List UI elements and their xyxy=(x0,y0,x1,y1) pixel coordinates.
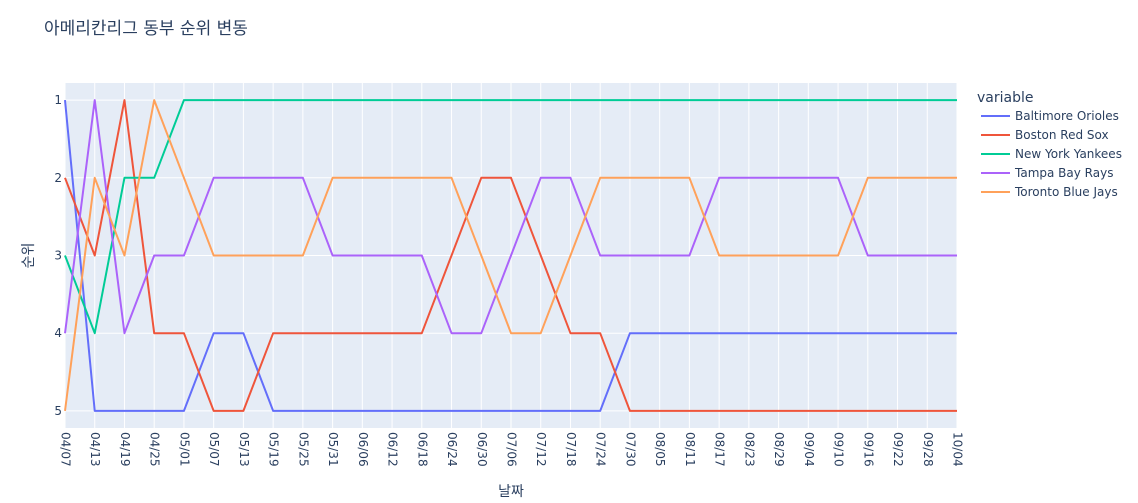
x-tick-label: 08/17 xyxy=(713,432,727,467)
x-tick-label: 09/28 xyxy=(921,432,935,467)
legend[interactable]: variable Baltimore Orioles Boston Red Sox N… xyxy=(977,90,1122,199)
x-tick-label: 07/12 xyxy=(534,432,548,467)
x-tick-label: 09/04 xyxy=(802,432,816,467)
series-line-tampa-bay-rays[interactable] xyxy=(64,99,957,335)
x-tick-label: 04/19 xyxy=(118,432,132,467)
series-line-new-york-yankees[interactable] xyxy=(64,99,957,335)
x-tick-label: 06/24 xyxy=(445,432,459,467)
y-tick-label: 1 xyxy=(54,93,62,107)
x-tick-label: 06/12 xyxy=(386,432,400,467)
y-tick-label: 5 xyxy=(54,404,62,418)
x-axis-label: 날짜 xyxy=(498,484,524,500)
x-tick-label: 05/19 xyxy=(267,432,281,467)
x-tick-label: 05/25 xyxy=(296,432,310,467)
x-tick-label: 05/01 xyxy=(177,432,191,467)
y-tick-label: 4 xyxy=(54,326,62,340)
x-axis-ticks: 04/07 04/13 04/19 04/25 05/01 05/07 05/13 05/19… xyxy=(59,432,965,467)
x-tick-label: 07/18 xyxy=(564,432,578,467)
y-axis-ticks: 1 2 3 4 5 xyxy=(54,93,62,418)
x-tick-label: 08/23 xyxy=(742,432,756,467)
legend-label: Toronto Blue Jays xyxy=(1014,185,1118,199)
legend-label: Baltimore Orioles xyxy=(1015,109,1119,123)
legend-item[interactable]: Baltimore Orioles xyxy=(981,109,1119,123)
x-tick-label: 09/10 xyxy=(832,432,846,467)
legend-item[interactable]: Boston Red Sox xyxy=(981,128,1109,142)
x-tick-label: 07/06 xyxy=(505,432,519,467)
x-tick-label: 05/07 xyxy=(207,432,221,467)
x-tick-label: 08/29 xyxy=(772,432,786,467)
series-line-boston-red-sox[interactable] xyxy=(64,99,957,412)
series-line-toronto-blue-jays[interactable] xyxy=(64,99,957,412)
x-tick-label: 10/04 xyxy=(951,432,965,467)
y-axis-label: 순위 xyxy=(21,243,37,269)
x-tick-label: 05/31 xyxy=(326,432,340,467)
x-tick-label: 04/13 xyxy=(88,432,102,467)
x-tick-label: 07/30 xyxy=(623,432,637,467)
x-tick-label: 06/18 xyxy=(415,432,429,467)
chart-title: 아메리칸리그 동부 순위 변동 xyxy=(44,19,248,39)
legend-label: Boston Red Sox xyxy=(1015,128,1109,142)
x-tick-label: 06/06 xyxy=(356,432,370,467)
x-tick-label: 04/25 xyxy=(148,432,162,467)
legend-label: Tampa Bay Rays xyxy=(1014,166,1113,180)
x-tick-label: 05/13 xyxy=(237,432,251,467)
y-tick-label: 2 xyxy=(54,171,62,185)
series-line-baltimore-orioles[interactable] xyxy=(64,99,957,412)
legend-item[interactable]: New York Yankees xyxy=(981,147,1122,161)
x-tick-label: 08/05 xyxy=(653,432,667,467)
x-tick-label: 06/30 xyxy=(475,432,489,467)
x-tick-label: 08/11 xyxy=(683,432,697,467)
x-tick-label: 09/22 xyxy=(891,432,905,467)
legend-label: New York Yankees xyxy=(1015,147,1122,161)
legend-title: variable xyxy=(977,90,1033,106)
legend-item[interactable]: Tampa Bay Rays xyxy=(981,166,1113,180)
x-tick-label: 04/07 xyxy=(59,432,73,467)
legend-item[interactable]: Toronto Blue Jays xyxy=(981,185,1118,199)
x-tick-label: 07/24 xyxy=(594,432,608,467)
x-tick-label: 09/16 xyxy=(861,432,875,467)
y-tick-label: 3 xyxy=(54,249,62,263)
series-lines xyxy=(64,99,957,412)
